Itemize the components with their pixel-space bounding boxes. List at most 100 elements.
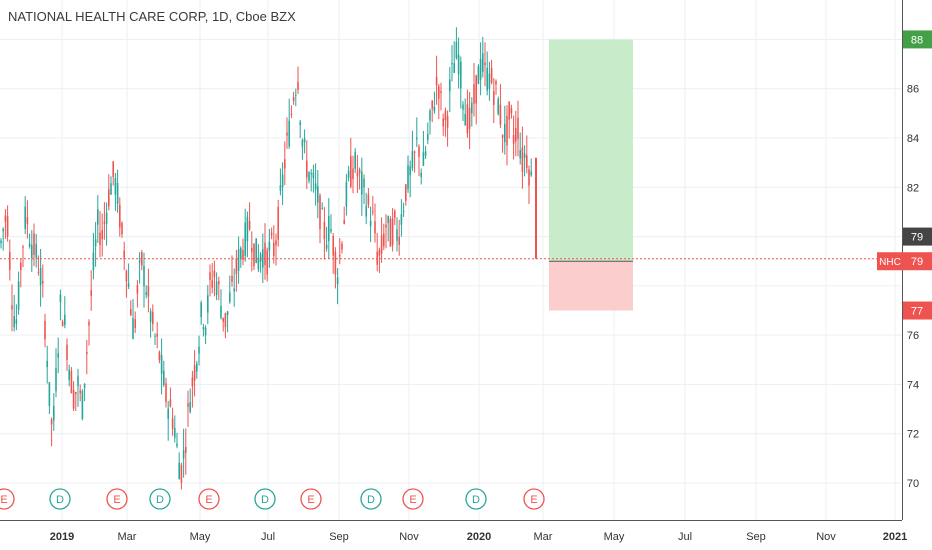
candle-body — [277, 206, 279, 240]
y-tick-label: 70 — [907, 478, 919, 490]
event-badge-earnings — [300, 488, 322, 510]
candle-body — [297, 81, 299, 91]
candle-body — [264, 242, 266, 265]
candle-body — [145, 292, 147, 295]
candle-body — [70, 370, 73, 394]
event-badge-label: E — [307, 494, 314, 506]
candle-body — [64, 314, 66, 326]
event-badge-label: E — [113, 494, 120, 506]
candle-body — [350, 156, 352, 187]
candle-body — [211, 280, 213, 288]
candle-body — [376, 251, 378, 265]
candle-body — [462, 104, 464, 110]
candle-body — [281, 174, 284, 188]
candle-body — [442, 118, 444, 127]
event-badge-label: E — [409, 494, 416, 506]
candle-body — [332, 235, 334, 256]
candle-body — [138, 260, 141, 263]
candle-body — [504, 123, 506, 143]
x-tick-label: Nov — [816, 531, 836, 543]
candle-body — [35, 244, 37, 258]
candle-body — [42, 281, 44, 284]
candle-body — [11, 305, 13, 310]
candle-body — [57, 353, 59, 358]
candle-body — [288, 120, 290, 147]
candle-body — [310, 173, 312, 175]
candle-body — [127, 283, 130, 287]
candle-body — [72, 390, 75, 409]
x-tick-label: Jul — [678, 531, 692, 543]
candle-body — [132, 318, 134, 339]
y-tick-label: 86 — [907, 84, 919, 96]
candle-body — [429, 110, 431, 121]
candle-body — [369, 220, 372, 227]
candle-body — [154, 335, 156, 337]
candle-body — [220, 305, 222, 319]
candle-body — [510, 107, 513, 114]
x-tick-label: Mar — [118, 531, 137, 543]
candle-body — [116, 183, 119, 204]
candle-body — [33, 233, 35, 255]
profit-zone — [549, 39, 633, 262]
candle-body — [402, 210, 405, 212]
candle-body — [398, 236, 400, 245]
event-badge-label: D — [472, 494, 480, 506]
candle-body — [372, 211, 374, 213]
candle-body — [59, 294, 62, 302]
candle-body — [237, 249, 240, 271]
candle-body — [215, 281, 218, 296]
candle-body — [251, 247, 253, 253]
candle-body — [499, 104, 502, 125]
candle-body — [347, 170, 350, 179]
event-badge-dividend — [49, 488, 71, 510]
candle-body — [204, 327, 207, 335]
candle-body — [149, 311, 152, 322]
x-tick-label: 2021 — [883, 531, 907, 543]
candle-body — [457, 54, 460, 75]
candle-body — [292, 97, 295, 102]
candle-body — [308, 172, 310, 181]
candle-body — [438, 86, 440, 99]
candle-body — [284, 159, 286, 169]
candle-body — [202, 327, 205, 330]
candle-body — [9, 252, 11, 270]
candle-body — [497, 98, 499, 115]
event-badge-earnings — [0, 488, 15, 510]
candle-body — [55, 368, 57, 392]
candle-body — [90, 290, 92, 296]
candle-body — [81, 391, 84, 419]
candle-body — [174, 428, 176, 438]
candle-body — [231, 275, 233, 282]
candle-body — [105, 212, 108, 224]
candle-body — [303, 138, 306, 143]
candle-body — [198, 346, 200, 354]
target-price-tag-bg — [903, 30, 932, 49]
candle-body — [268, 241, 271, 251]
candle-body — [270, 232, 273, 236]
candle-body — [528, 169, 530, 186]
candle-body — [440, 91, 442, 93]
event-badge-dividend — [254, 488, 276, 510]
candle-body — [325, 244, 328, 249]
candle-body — [479, 59, 482, 80]
candle-body — [317, 186, 319, 203]
x-tick-label: May — [604, 531, 625, 543]
candle-body — [191, 377, 194, 387]
candle-body — [301, 140, 304, 147]
candle-body — [171, 418, 174, 429]
candle-body — [15, 319, 18, 324]
candle-body — [224, 313, 227, 328]
candle-body — [501, 134, 504, 138]
candle-body — [453, 63, 455, 73]
candle-body — [508, 101, 510, 120]
candle-body — [389, 218, 392, 247]
candle-body — [68, 369, 70, 380]
candle-body — [143, 265, 145, 287]
candle-body — [259, 254, 262, 262]
candle-body — [460, 61, 462, 89]
candle-body — [484, 62, 486, 66]
candle-body — [273, 242, 275, 256]
candle-body — [416, 137, 418, 140]
